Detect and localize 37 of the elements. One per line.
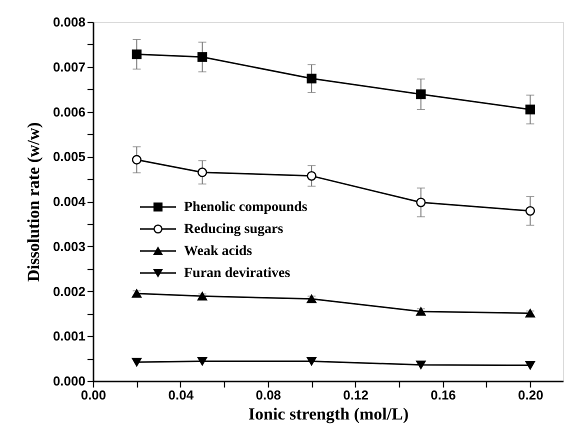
point <box>416 360 426 370</box>
y-tick-label: 0.007 <box>52 59 86 74</box>
x-tick-label: 0.08 <box>256 388 282 402</box>
legend-label: Reducing sugars <box>184 222 284 237</box>
y-tick-label: 0.001 <box>52 328 86 344</box>
y-tick-label: 0.003 <box>52 238 86 254</box>
point <box>132 358 142 366</box>
y-tick-label: 0.005 <box>52 149 86 164</box>
point <box>416 89 426 100</box>
point <box>132 49 142 60</box>
legend-label: Phenolic compounds <box>184 200 308 215</box>
x-tick-label: 0.04 <box>168 388 194 402</box>
y-tick-label: 0.000 <box>52 374 86 388</box>
x-tick-label: 0.16 <box>430 388 456 402</box>
point <box>416 198 426 208</box>
legend-label: Furan deviratives <box>184 266 291 281</box>
point <box>197 168 208 178</box>
x-tick-label: 0.20 <box>518 388 544 402</box>
point <box>525 104 536 114</box>
y-tick-label: 0.004 <box>52 194 86 209</box>
point <box>525 308 536 318</box>
y-tick-label: 0.006 <box>52 104 86 120</box>
x-axis-title: Ionic strength (mol/L) <box>248 404 409 424</box>
point <box>132 154 142 165</box>
point <box>525 206 536 216</box>
y-axis-title: Dissolution rate (w/w) <box>24 122 43 282</box>
point <box>525 361 536 370</box>
legend-label: Weak acids <box>184 244 253 259</box>
point <box>306 74 316 84</box>
x-tick-label: 0.00 <box>80 388 106 402</box>
y-tick-label: 0.002 <box>52 284 86 299</box>
point <box>306 356 316 366</box>
point <box>306 171 316 181</box>
x-tick-label: 0.12 <box>343 388 368 402</box>
point <box>197 356 208 366</box>
y-tick-label: 0.008 <box>52 14 86 30</box>
point <box>197 52 208 62</box>
